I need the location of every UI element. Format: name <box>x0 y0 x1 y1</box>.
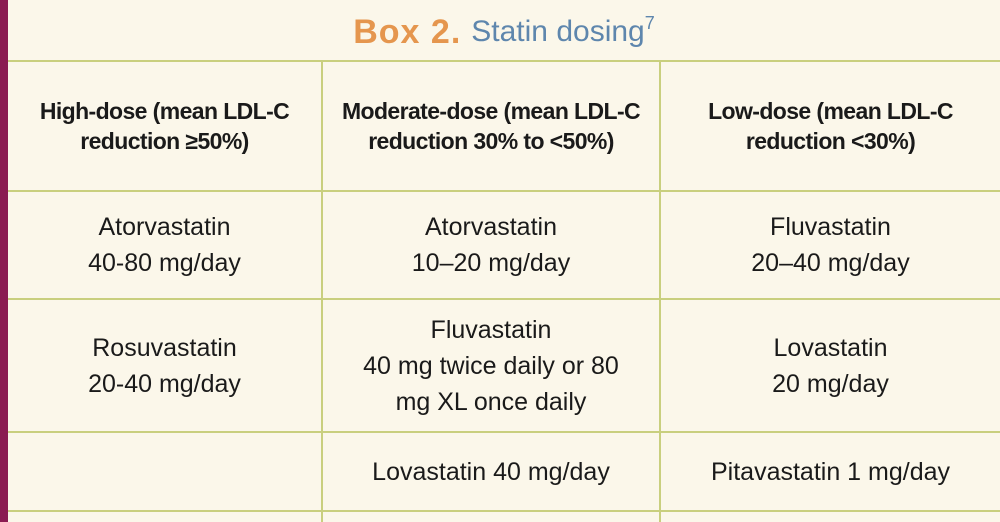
drug-name: Lovastatin <box>773 333 888 362</box>
drug-dose: 10–20 mg/day <box>411 249 571 277</box>
drug-dose: 20–40 mg/day <box>751 249 910 277</box>
drug-dose: 40 mg twice daily or 80 <box>363 351 619 380</box>
header-high-dose: High-dose (mean LDL-C reduction ≥50%) <box>39 98 290 154</box>
drug-name: Fluvastatin <box>770 213 891 241</box>
drug-entry: Pitavastatin 1 mg/day <box>710 457 950 486</box>
grid-line-header <box>8 190 1000 192</box>
grid-line-row3 <box>8 510 1000 512</box>
accent-bar <box>0 0 8 522</box>
cell-r3-high <box>8 433 321 510</box>
header-moderate-dose: Moderate-dose (mean LDL-C reduction 30% … <box>341 98 641 154</box>
box-title: Box 2. Statin dosing7 <box>8 2 1000 62</box>
grid-line-row2 <box>8 431 1000 433</box>
cell-r2-high: Rosuvastatin 20-40 mg/day <box>8 300 321 431</box>
cell-r3-low: Pitavastatin 1 mg/day <box>661 433 1000 510</box>
grid-line-top <box>8 60 1000 62</box>
drug-name: Atorvastatin <box>424 213 557 241</box>
cell-r1-high: Atorvastatin 40-80 mg/day <box>8 192 321 298</box>
box-label: Box 2. <box>353 12 462 51</box>
grid-line-col1 <box>321 62 323 522</box>
drug-dose: 40-80 mg/day <box>88 249 241 277</box>
drug-name: Atorvastatin <box>98 213 231 241</box>
drug-name: Rosuvastatin <box>92 333 237 362</box>
cell-r1-low: Fluvastatin 20–40 mg/day <box>661 192 1000 298</box>
drug-dose-continued: mg XL once daily <box>395 387 587 416</box>
drug-dose: 20-40 mg/day <box>88 369 241 398</box>
reference-superscript: 7 <box>644 13 655 33</box>
drug-dose: 20 mg/day <box>772 369 889 398</box>
cell-r1-moderate: Atorvastatin 10–20 mg/day <box>323 192 659 298</box>
drug-name: Fluvastatin <box>430 315 552 344</box>
box-subtitle: Statin dosing7 <box>471 13 655 49</box>
drug-entry: Lovastatin 40 mg/day <box>372 457 610 486</box>
grid-line-col2 <box>659 62 661 522</box>
cell-r2-moderate: Fluvastatin 40 mg twice daily or 80 mg XL … <box>323 300 659 431</box>
cell-r2-low: Lovastatin 20 mg/day <box>661 300 1000 431</box>
cell-r3-moderate: Lovastatin 40 mg/day <box>323 433 659 510</box>
grid-line-row1 <box>8 298 1000 300</box>
header-low-dose: Low-dose (mean LDL-C reduction <30%) <box>708 98 953 154</box>
box-subtitle-text: Statin dosing <box>471 15 645 48</box>
